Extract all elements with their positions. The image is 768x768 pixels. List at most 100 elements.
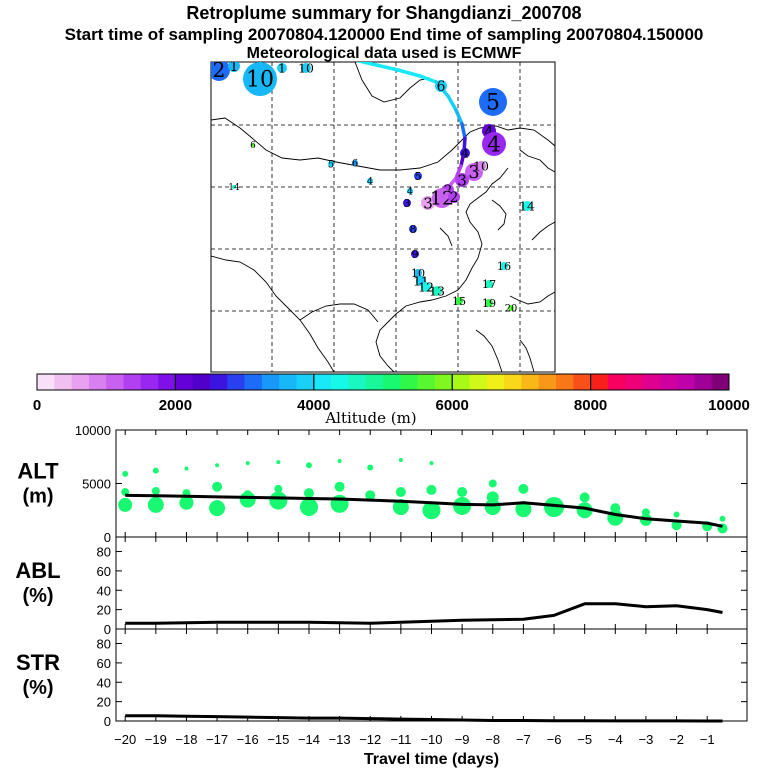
x-tick-label: −14 bbox=[298, 732, 320, 747]
colorbar-tick-label: 6000 bbox=[436, 397, 469, 414]
altitude-point bbox=[367, 464, 374, 471]
map-marker bbox=[500, 262, 508, 270]
map-marker bbox=[232, 185, 236, 189]
met-data-source: Meteorological data used is ECMWF bbox=[246, 45, 522, 62]
y-tick-label: 20 bbox=[97, 695, 111, 710]
altitude-point bbox=[486, 491, 499, 504]
altitude-point bbox=[518, 483, 529, 494]
altitude-point bbox=[671, 520, 682, 531]
map-marker-label: 1 bbox=[278, 60, 286, 75]
altitude-point bbox=[122, 470, 129, 477]
series-line bbox=[125, 602, 723, 625]
y-tick-label: 40 bbox=[97, 675, 111, 690]
panel-label: ALT bbox=[17, 459, 59, 484]
colorbar-swatch bbox=[538, 374, 557, 390]
map-marker bbox=[411, 250, 419, 258]
y-tick-label: 60 bbox=[97, 564, 111, 579]
colorbar-swatch bbox=[227, 374, 245, 390]
altitude-point bbox=[515, 501, 532, 518]
altitude-point bbox=[305, 462, 312, 469]
series-line bbox=[125, 493, 723, 528]
altitude-point bbox=[245, 461, 250, 466]
map-marker-label: 4 bbox=[407, 186, 413, 197]
altitude-point bbox=[179, 495, 194, 510]
panel-frame bbox=[115, 429, 748, 538]
altitude-point bbox=[212, 481, 223, 492]
altitude-point bbox=[184, 466, 189, 471]
altitude-point bbox=[641, 508, 650, 517]
colorbar-swatch bbox=[123, 374, 142, 390]
map-marker-label: 17 bbox=[482, 278, 496, 291]
x-tick-label: −11 bbox=[390, 732, 411, 747]
x-tick-label: −16 bbox=[237, 732, 259, 747]
y-tick-label: 40 bbox=[97, 583, 111, 598]
colorbar-swatch bbox=[677, 374, 695, 390]
trajectory-segment bbox=[418, 74, 438, 84]
map-coastline bbox=[375, 167, 509, 372]
map-marker-label: 5 bbox=[328, 159, 334, 170]
colorbar-swatch bbox=[279, 374, 297, 390]
map-marker-label: 1 bbox=[230, 59, 239, 75]
x-tick-label: −18 bbox=[175, 732, 197, 747]
map-marker-label: 3 bbox=[468, 163, 479, 183]
y-tick-label: 0 bbox=[104, 622, 111, 637]
map-marker-label: 3 bbox=[457, 171, 467, 189]
map-marker bbox=[328, 161, 334, 167]
map-marker-label: 15 bbox=[452, 295, 466, 308]
colorbar-tick-label: 2000 bbox=[159, 397, 192, 414]
trajectory-segment bbox=[446, 94, 458, 112]
colorbar-swatch bbox=[469, 374, 488, 390]
x-tick-label: −6 bbox=[547, 732, 562, 747]
colorbar-swatch bbox=[175, 374, 193, 390]
colorbar: 0 2000 4000 6000 8000 10000 Altitude (m) bbox=[33, 373, 750, 427]
panel-abl: 0 20 40 60 80 ABL(%) bbox=[15, 536, 748, 637]
series-line bbox=[125, 714, 723, 723]
panel-frame bbox=[115, 536, 748, 630]
x-tick-label: −12 bbox=[359, 732, 381, 747]
x-tick-label: −17 bbox=[206, 732, 228, 747]
map-marker bbox=[228, 62, 240, 72]
panel-alt: 0 5000 10000 ALT(m) bbox=[17, 423, 748, 545]
map-marker bbox=[407, 188, 413, 194]
colorbar-swatch bbox=[296, 374, 315, 390]
map-marker bbox=[476, 161, 486, 171]
map-marker-label: 5 bbox=[414, 170, 421, 183]
map-coastline bbox=[519, 339, 535, 372]
altitude-point bbox=[426, 484, 437, 495]
map-marker bbox=[421, 196, 435, 210]
x-tick-label: −3 bbox=[639, 732, 654, 747]
altitude-point bbox=[299, 498, 318, 517]
map-coastline bbox=[211, 255, 335, 372]
map-coastline bbox=[354, 62, 431, 103]
map-marker-label: 20 bbox=[505, 303, 518, 314]
altitude-point bbox=[488, 479, 497, 488]
colorbar-tick-label: 10000 bbox=[708, 397, 750, 414]
altitude-point bbox=[392, 499, 409, 516]
colorbar-swatch bbox=[659, 374, 678, 390]
colorbar-swatch bbox=[642, 374, 661, 390]
map-coastline bbox=[491, 199, 507, 231]
map-marker bbox=[414, 172, 422, 180]
colorbar-swatch bbox=[54, 374, 72, 390]
map-marker-label: 12 bbox=[418, 279, 434, 294]
map-coastline bbox=[509, 291, 555, 305]
altitude-point bbox=[544, 497, 565, 518]
colorbar-tick-label: 0 bbox=[33, 397, 41, 414]
map-coastline bbox=[475, 329, 503, 372]
x-tick-label: −4 bbox=[608, 732, 623, 747]
colorbar-swatch bbox=[71, 374, 90, 390]
map-marker-label: 6 bbox=[250, 141, 256, 151]
colorbar-swatch bbox=[434, 374, 453, 390]
colorbar-swatch bbox=[106, 374, 124, 390]
map-marker bbox=[479, 88, 507, 116]
colorbar-swatch bbox=[88, 374, 107, 390]
map-marker-label: 4 bbox=[487, 133, 501, 158]
x-tick-label: −13 bbox=[329, 732, 351, 747]
x-tick-label: −1 bbox=[700, 732, 715, 747]
map-marker-label: 4 bbox=[484, 122, 494, 140]
colorbar-swatch bbox=[400, 374, 418, 390]
map-marker bbox=[455, 297, 463, 305]
map-marker-label: 3 bbox=[423, 194, 433, 212]
map-marker bbox=[277, 63, 287, 73]
